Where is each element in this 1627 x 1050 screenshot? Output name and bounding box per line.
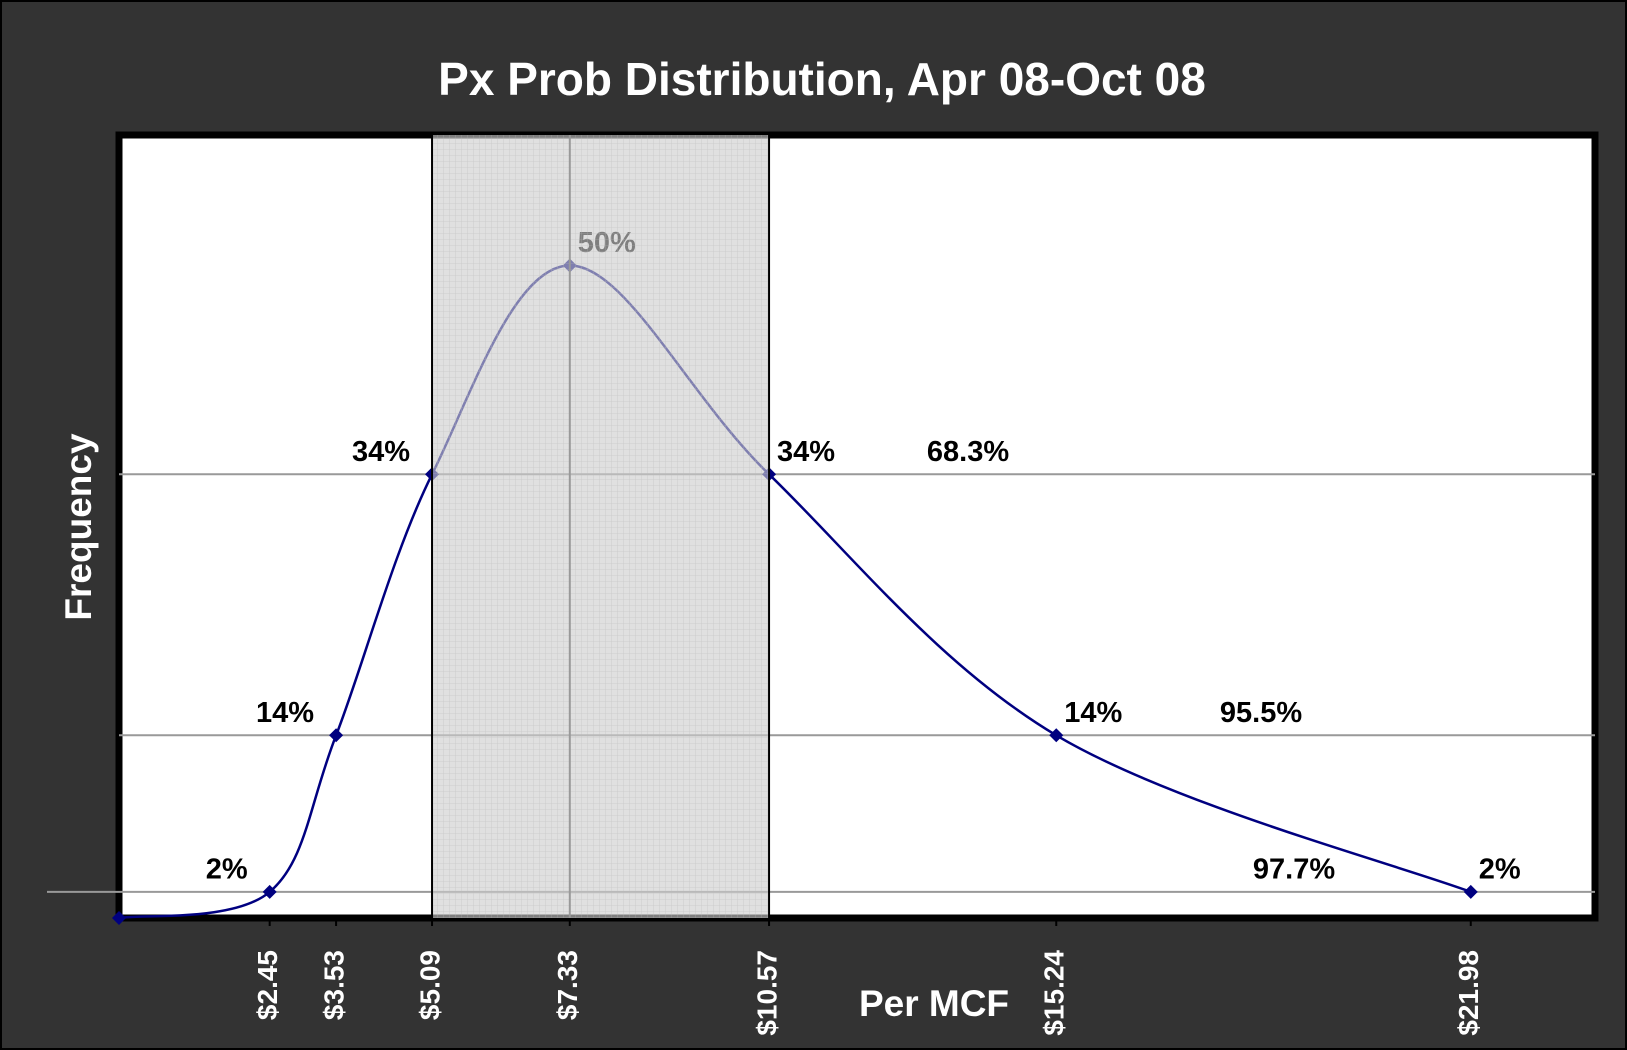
marker <box>1049 728 1064 743</box>
x-tick-label: $5.09 <box>414 950 445 1020</box>
reference-label: 97.7% <box>1253 854 1335 886</box>
data-label: 34% <box>352 436 410 468</box>
marker <box>262 884 277 899</box>
plot-area <box>115 131 1599 922</box>
marker <box>112 911 126 925</box>
x-tick-label: $2.45 <box>252 950 283 1020</box>
x-tick-label: $3.53 <box>318 950 349 1020</box>
data-label: 2% <box>1479 854 1521 886</box>
reference-label: 68.3% <box>927 436 1009 468</box>
plot-layer: 68.3% 95.5% 97.7% $2.45 $3.53 $5.09 $7.33 $10.5… <box>47 135 1595 1036</box>
marker <box>329 728 344 743</box>
x-tick-label: $15.24 <box>1039 950 1070 1036</box>
marker <box>1463 884 1478 899</box>
reference-label: 95.5% <box>1220 697 1302 729</box>
data-label: 34% <box>777 436 835 468</box>
shaded-band-grid <box>432 135 770 918</box>
x-tick-label: $10.57 <box>751 950 782 1036</box>
chart-title: Px Prob Distribution, Apr 08-Oct 08 <box>438 53 1206 105</box>
x-axis-label: Per MCF <box>859 983 1009 1024</box>
data-label: 2% <box>206 854 248 886</box>
data-label: 14% <box>1064 697 1122 729</box>
x-tick-label: $21.98 <box>1453 950 1484 1036</box>
x-tick-label: $7.33 <box>552 950 583 1020</box>
data-label: 14% <box>256 697 314 729</box>
y-axis-label: Frequency <box>58 433 99 621</box>
